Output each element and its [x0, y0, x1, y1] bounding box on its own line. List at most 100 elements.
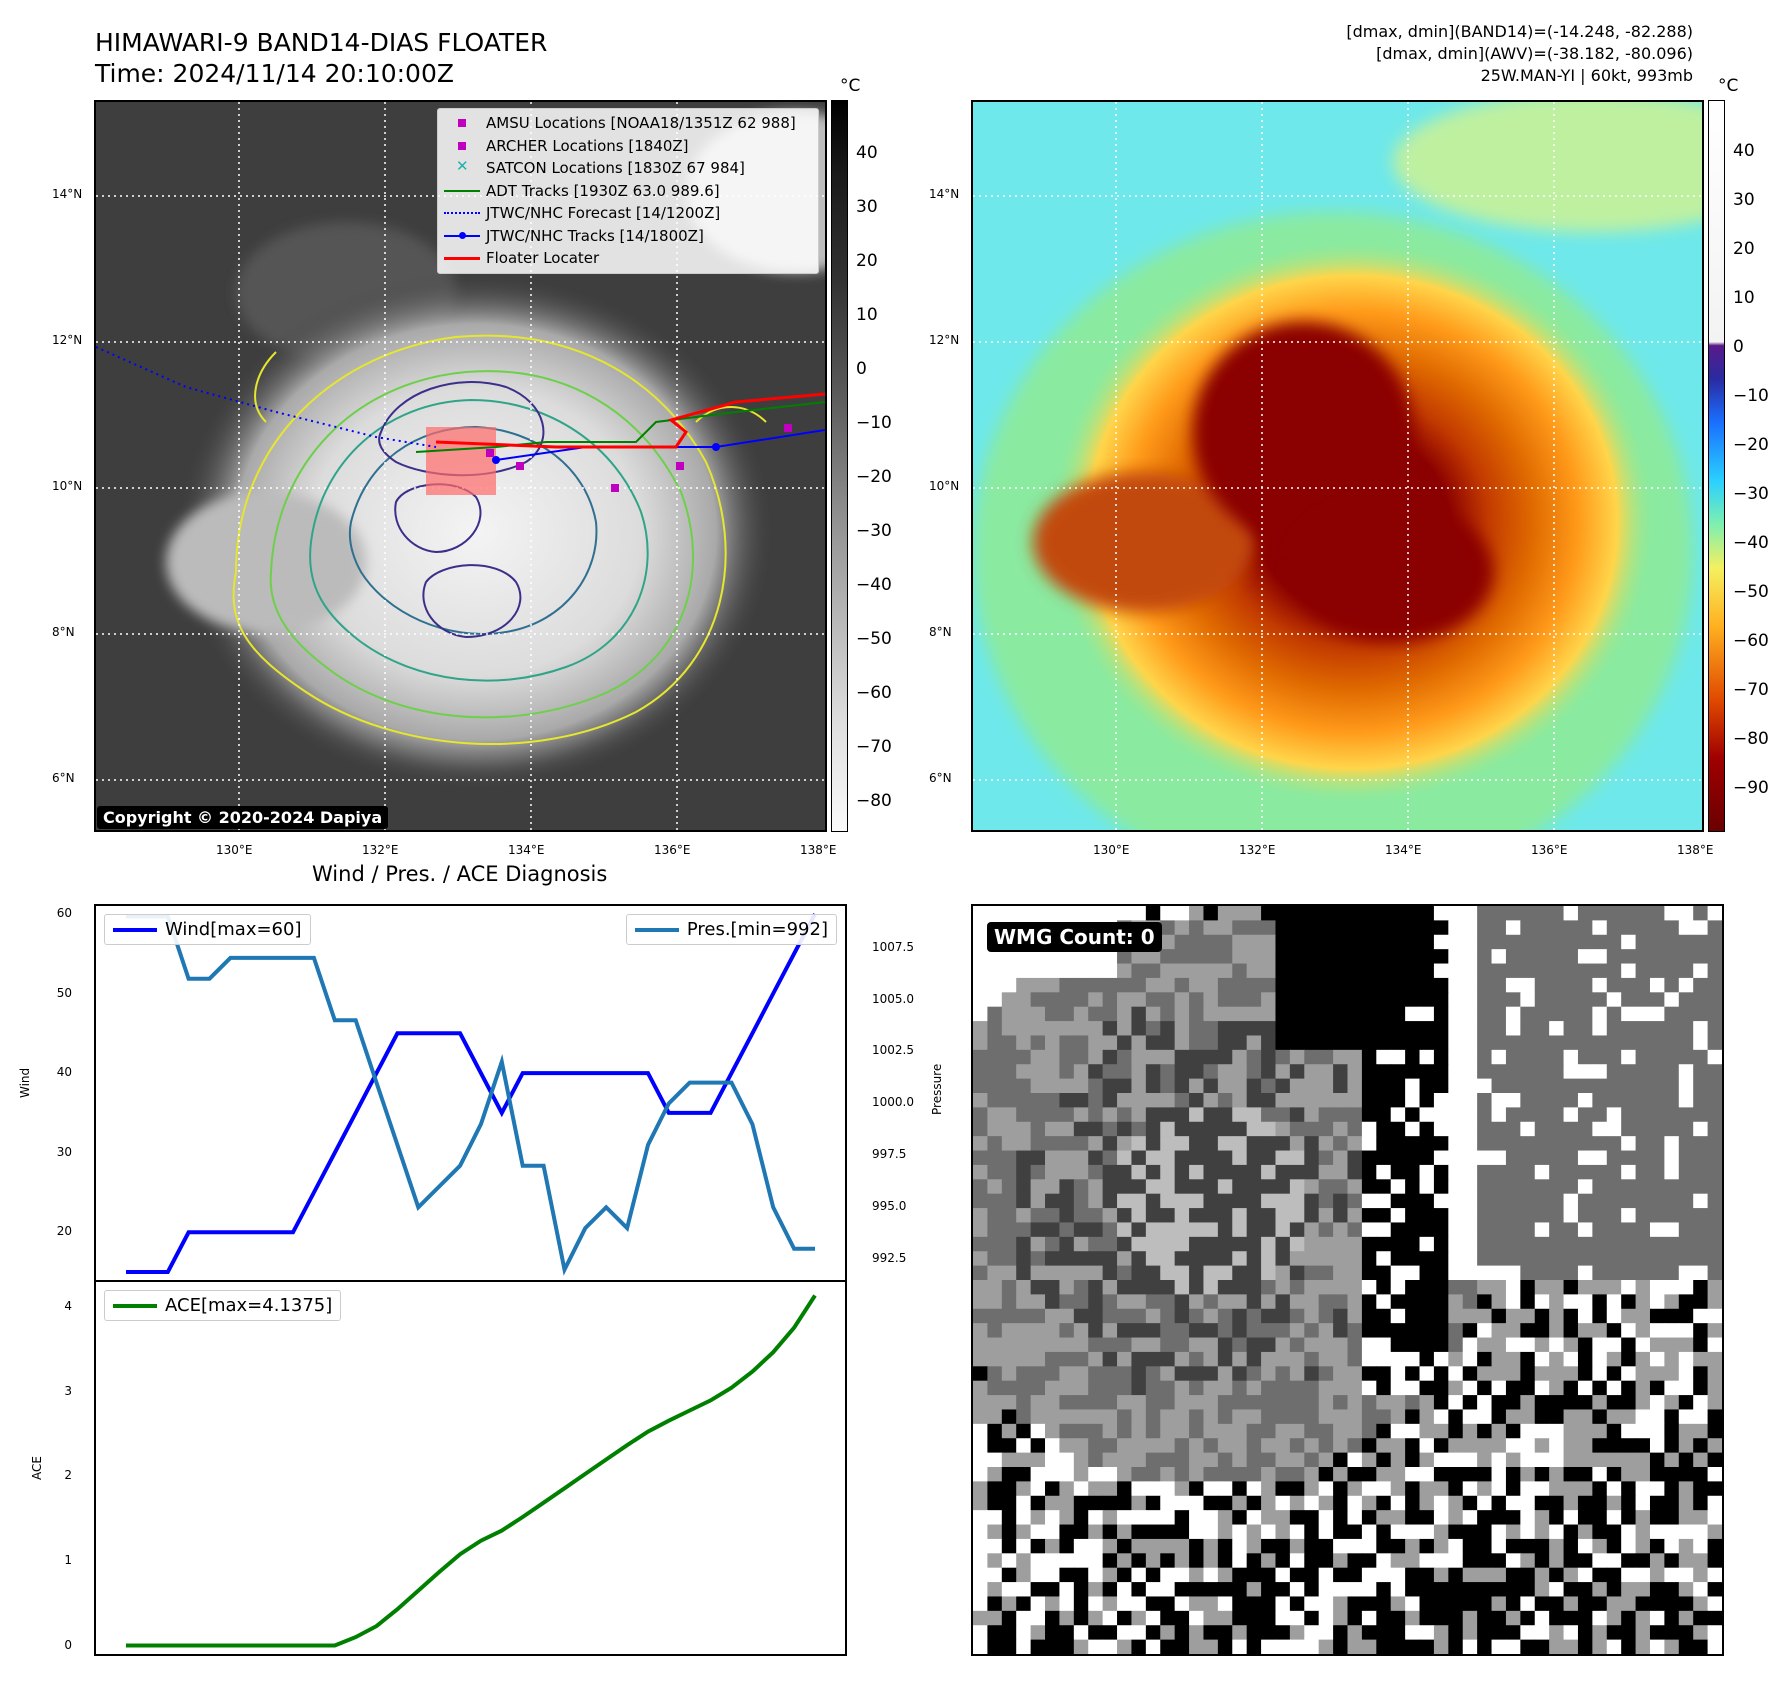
y-tick: 50: [56, 985, 72, 1000]
y-tick: 0: [64, 1637, 72, 1652]
legend-item-forecast: JTWC/NHC Forecast [14/1200Z]: [444, 202, 812, 225]
info-line2: [dmax, dmin](AWV)=(-38.182, -80.096): [1376, 44, 1693, 63]
y-tick: 1002.5: [872, 1043, 914, 1058]
wind-pressure-panel: Wind[max=60] Pres.[min=992]: [94, 904, 847, 1282]
map-legend: AMSU Locations [NOAA18/1351Z 62 988] ARC…: [437, 108, 819, 274]
square-marker-icon: [444, 116, 480, 130]
lat-tick: 8°N: [929, 625, 952, 639]
y-tick: 60: [56, 905, 72, 920]
lon-tick: 134°E: [1385, 843, 1422, 857]
colorbar-tick: −80: [1733, 729, 1769, 749]
awv-color-map-image: [973, 102, 1702, 830]
lat-tick: 12°N: [929, 333, 960, 347]
colorbar-tick: 40: [1733, 141, 1755, 161]
lon-tick: 132°E: [1239, 843, 1276, 857]
lon-tick: 136°E: [654, 843, 691, 857]
lon-tick: 136°E: [1531, 843, 1568, 857]
colorbar-tick: −40: [1733, 533, 1769, 553]
colorbar-tick: 40: [856, 143, 878, 163]
pressure-axis-label: Pressure: [930, 1063, 944, 1115]
lat-tick: 6°N: [929, 771, 952, 785]
colorbar-tick: −90: [1733, 778, 1769, 798]
ace-panel: ACE[max=4.1375]: [94, 1280, 847, 1656]
colorbar-tick: −60: [1733, 631, 1769, 651]
wind-pressure-plot: [126, 913, 817, 1276]
wind-axis-label: Wind: [18, 1067, 32, 1098]
lat-tick: 14°N: [52, 187, 83, 201]
y-tick: 1007.5: [872, 939, 914, 954]
wmg-map: WMG Count: 0: [971, 904, 1724, 1656]
lat-tick: 6°N: [52, 771, 75, 785]
ace-legend: ACE[max=4.1375]: [104, 1290, 342, 1321]
lon-tick: 134°E: [508, 843, 545, 857]
lon-tick: 132°E: [362, 843, 399, 857]
y-tick: 2: [64, 1468, 72, 1483]
pressure-series-line: [126, 914, 815, 1276]
line-marker-icon: [444, 184, 480, 198]
ace-axis-label: ACE: [30, 1456, 44, 1480]
x-marker-icon: ✕: [456, 157, 469, 176]
colorbar-tick: −60: [856, 683, 892, 703]
legend-item-archer: ARCHER Locations [1840Z]: [444, 135, 812, 158]
gray-colorbar-unit: °C: [840, 76, 861, 96]
colorbar-tick: −10: [856, 413, 892, 433]
colorbar-tick: −50: [1733, 582, 1769, 602]
line-marker-icon: [444, 251, 480, 265]
colorbar-tick: −20: [1733, 435, 1769, 455]
y-tick: 3: [64, 1383, 72, 1398]
colorbar-tick: 30: [856, 197, 878, 217]
legend-item-adt: ADT Tracks [1930Z 63.0 989.6]: [444, 180, 812, 203]
y-tick: 1005.0: [872, 991, 914, 1006]
legend-item-floater: Floater Locater: [444, 247, 812, 270]
color-colorbar: [1708, 100, 1725, 832]
wind-line-icon: [113, 927, 157, 932]
colorbar-tick: 10: [1733, 288, 1755, 308]
colorbar-tick: −40: [856, 575, 892, 595]
legend-item-satcon: ✕ SATCON Locations [1830Z 67 984]: [444, 157, 812, 180]
square-marker-icon: [444, 139, 480, 153]
colorbar-tick: −30: [1733, 484, 1769, 504]
colorbar-tick: −70: [856, 737, 892, 757]
colorbar-tick: −50: [856, 629, 892, 649]
colorbar-tick: 20: [856, 251, 878, 271]
y-tick: 30: [56, 1144, 72, 1159]
info-line1: [dmax, dmin](BAND14)=(-14.248, -82.288): [1346, 22, 1693, 41]
y-tick: 995.0: [872, 1199, 907, 1214]
y-tick: 40: [56, 1065, 72, 1080]
y-tick: 20: [56, 1224, 72, 1239]
colorbar-tick: 30: [1733, 190, 1755, 210]
pressure-legend: Pres.[min=992]: [625, 914, 837, 945]
ir-gray-map: AMSU Locations [NOAA18/1351Z 62 988] ARC…: [94, 100, 827, 832]
wmg-count-badge: WMG Count: 0: [987, 922, 1162, 952]
y-tick: 997.5: [872, 1147, 907, 1162]
ace-series-line: [126, 1294, 817, 1648]
lon-tick: 130°E: [216, 843, 253, 857]
wmg-pixel-image: [973, 906, 1722, 1654]
colorbar-tick: −30: [856, 521, 892, 541]
lat-tick: 8°N: [52, 625, 75, 639]
title-line1: HIMAWARI-9 BAND14-DIAS FLOATER: [95, 28, 548, 57]
wind-legend: Wind[max=60]: [104, 914, 311, 945]
lat-tick: 12°N: [52, 333, 83, 347]
diagnosis-title: Wind / Pres. / ACE Diagnosis: [312, 862, 608, 886]
y-tick: 1000.0: [872, 1095, 914, 1110]
color-colorbar-unit: °C: [1718, 76, 1739, 96]
colorbar-tick: 0: [856, 359, 867, 379]
lat-tick: 10°N: [52, 479, 83, 493]
y-tick: 4: [64, 1299, 72, 1314]
lat-tick: 10°N: [929, 479, 960, 493]
pressure-line-icon: [634, 927, 679, 932]
ace-line-icon: [113, 1303, 157, 1308]
awv-color-map: [971, 100, 1704, 832]
colorbar-tick: 10: [856, 305, 878, 325]
lon-tick: 138°E: [800, 843, 837, 857]
colorbar-tick: 20: [1733, 239, 1755, 259]
colorbar-tick: 0: [1733, 337, 1744, 357]
wind-series-line: [126, 913, 817, 1274]
legend-item-jtwc-tracks: JTWC/NHC Tracks [14/1800Z]: [444, 225, 812, 248]
title-line2: Time: 2024/11/14 20:10:00Z: [95, 59, 454, 88]
colorbar-tick: −70: [1733, 680, 1769, 700]
y-tick: 992.5: [872, 1251, 907, 1266]
gray-colorbar: [831, 100, 848, 832]
info-line3: 25W.MAN-YI | 60kt, 993mb: [1480, 66, 1693, 85]
